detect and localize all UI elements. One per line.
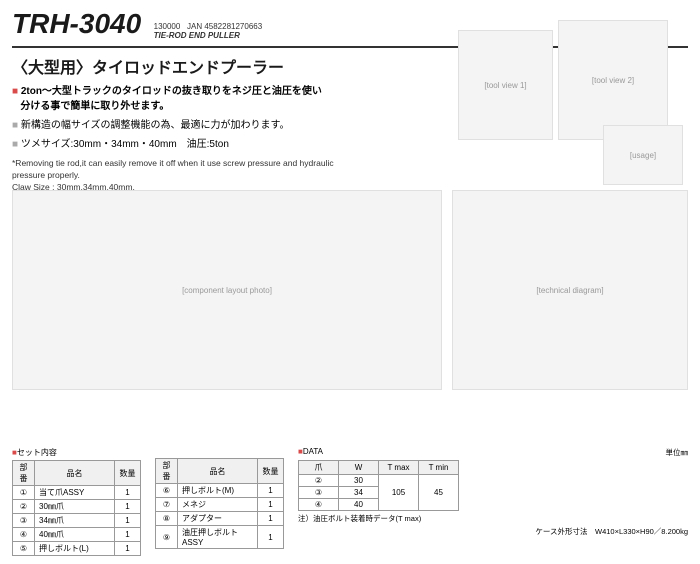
desc-3: ツメサイズ:30mm・34mm・40mm 油圧:5ton [21,139,229,150]
th-w: W [339,461,379,475]
cell: ② [299,475,339,487]
data-title-text: DATA [303,447,323,456]
desc-1a: 2ton～大型トラックのタイロッドの抜き取りをネジ圧と油圧を使い [21,86,322,97]
cell: 30㎜爪 [35,500,115,514]
cell: 40㎜爪 [35,528,115,542]
product-image-2: [tool view 2] [558,20,668,140]
bullet-red-icon: ■ [12,86,18,97]
top-images: [tool view 1] [tool view 2] [usage] [458,20,688,180]
cell: ③ [299,487,339,499]
set-block-2: 部番品名数量 ⑥押しボルト(M)1 ⑦メネジ1 ⑧アダプター1 ⑨油圧押しボルト… [155,447,284,556]
cell: ⑨ [156,526,178,549]
cell: 1 [258,498,284,512]
cell: 当て爪ASSY [35,486,115,500]
set-title: ■セット内容 [12,447,141,458]
set-block: ■セット内容 部番品名数量 ①当て爪ASSY1 ②30㎜爪1 ③34㎜爪1 ④4… [12,447,141,556]
cell: 1 [258,484,284,498]
cell: 1 [115,514,141,528]
cell: アダプター [178,512,258,526]
cell: 34㎜爪 [35,514,115,528]
data-note: 注）油圧ボルト装着時データ(T max) [298,513,688,524]
cell: ④ [299,499,339,511]
cell: ④ [13,528,35,542]
cell: 押しボルト(M) [178,484,258,498]
cell: 1 [115,542,141,556]
table-row: ④40㎜爪1 [13,528,141,542]
th-name: 品名 [178,459,258,484]
data-block: ■DATA 単位㎜ 爪 W T max T min ② 30 105 45 ③ … [298,447,688,556]
cell: 油圧押しボルトASSY [178,526,258,549]
set-title-text: セット内容 [17,448,57,457]
cell: ③ [13,514,35,528]
th-qty: 数量 [258,459,284,484]
set-table-left: 部番品名数量 ①当て爪ASSY1 ②30㎜爪1 ③34㎜爪1 ④40㎜爪1 ⑤押… [12,460,141,556]
th-name: 品名 [35,461,115,486]
cell-tmax: 105 [379,475,419,511]
technical-diagram: [technical diagram] [452,190,688,390]
th-part: 部番 [13,461,35,486]
case-note: ケース外形寸法 W410×L330×H90／8.200kg [298,526,688,537]
th-tmax: T max [379,461,419,475]
components-photo: [component layout photo] [12,190,442,390]
usage-image: [usage] [603,125,683,185]
table-row: ③34㎜爪1 [13,514,141,528]
tables-row: ■セット内容 部番品名数量 ①当て爪ASSY1 ②30㎜爪1 ③34㎜爪1 ④4… [12,447,688,556]
cell: メネジ [178,498,258,512]
cell: 34 [339,487,379,499]
desc-1b: 分ける事で簡単に取り外せます。 [20,101,169,112]
data-table: 爪 W T max T min ② 30 105 45 ③ 34 ④ 40 [298,460,459,511]
th-part: 部番 [156,459,178,484]
cell: 押しボルト(L) [35,542,115,556]
cell: ⑤ [13,542,35,556]
table-row: ⑧アダプター1 [156,512,284,526]
cell: 1 [115,486,141,500]
table-row: ⑦メネジ1 [156,498,284,512]
cell: ⑥ [156,484,178,498]
th-tmin: T min [419,461,459,475]
bullet-grey-icon: ■ [12,139,18,150]
cell: 1 [258,526,284,549]
data-title: ■DATA [298,447,323,458]
code-jan: JAN 4582281270663 [187,22,262,31]
cell: ② [13,500,35,514]
table-row: ⑨油圧押しボルトASSY1 [156,526,284,549]
code-1: 130000 [154,22,181,31]
sub-codes: 130000 JAN 4582281270663 TIE-ROD END PUL… [154,22,263,40]
cell: 30 [339,475,379,487]
cell: 40 [339,499,379,511]
set-table-right: 部番品名数量 ⑥押しボルト(M)1 ⑦メネジ1 ⑧アダプター1 ⑨油圧押しボルト… [155,458,284,549]
cell: 1 [258,512,284,526]
table-row: ①当て爪ASSY1 [13,486,141,500]
unit-note: 単位㎜ [666,447,689,458]
desc-2: 新構造の幅サイズの調整機能の為、最適に力が加わります。 [21,120,290,131]
th-claw: 爪 [299,461,339,475]
cell: 1 [115,500,141,514]
cell: ⑦ [156,498,178,512]
cell: ① [13,486,35,500]
middle-row: [component layout photo] [technical diag… [12,190,688,400]
table-row: ② 30 105 45 [299,475,459,487]
cell: 1 [115,528,141,542]
table-row: ⑥押しボルト(M)1 [156,484,284,498]
bullet-grey-icon: ■ [12,120,18,131]
product-image-1: [tool view 1] [458,30,553,140]
cell-tmin: 45 [419,475,459,511]
th-qty: 数量 [115,461,141,486]
table-row: ⑤押しボルト(L)1 [13,542,141,556]
english-name: TIE-ROD END PULLER [154,31,240,40]
cell: ⑧ [156,512,178,526]
table-row: ②30㎜爪1 [13,500,141,514]
model-number: TRH-3040 [12,8,141,40]
